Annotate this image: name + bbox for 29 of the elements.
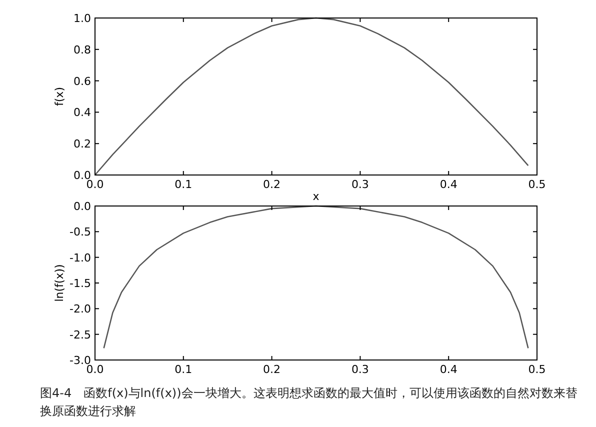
line-series — [94, 17, 529, 176]
y-tick-label: -2.5 — [70, 328, 91, 342]
caption: 图4-4 函数f(x)与ln(f(x))会一块增大。这表明想求函数的最大值时，可以使用该函数的自然对数来替换原函数进行求解 — [40, 385, 578, 420]
y-axis-title: ln(f(x)) — [53, 264, 66, 302]
y-tick-label: 0.6 — [74, 74, 91, 88]
y-tick-label: -1.5 — [70, 277, 91, 290]
x-tick-label: 0.5 — [528, 363, 546, 376]
line-series — [103, 205, 529, 349]
x-tick-label: 0.0 — [86, 178, 104, 191]
y-tick-label: 0.8 — [74, 43, 91, 56]
x-tick-label: 0.4 — [440, 178, 458, 191]
y-tick-label: 0.4 — [74, 106, 91, 120]
x-tick-label: 0.3 — [351, 363, 369, 376]
x-tick-label: 0.4 — [440, 363, 458, 376]
y-tick-label: 0.2 — [74, 138, 91, 151]
x-tick-label: 0.0 — [86, 363, 104, 376]
x-axis-title: x — [312, 190, 320, 203]
x-tick-label: 0.1 — [174, 178, 192, 191]
x-tick-label: 0.3 — [351, 178, 369, 191]
y-tick-label: -2.0 — [70, 302, 91, 316]
y-tick-label: -0.5 — [70, 226, 91, 239]
x-tick-label: 0.5 — [528, 178, 546, 191]
x-tick-label: 0.1 — [174, 363, 192, 376]
y-axis-title: f(x) — [53, 87, 66, 106]
x-tick-label: 0.2 — [263, 178, 281, 191]
x-tick-label: 0.2 — [263, 363, 281, 376]
y-tick-label: 1.0 — [74, 12, 91, 25]
y-tick-label: -1.0 — [70, 251, 91, 264]
y-tick-label: 0.0 — [74, 200, 91, 213]
